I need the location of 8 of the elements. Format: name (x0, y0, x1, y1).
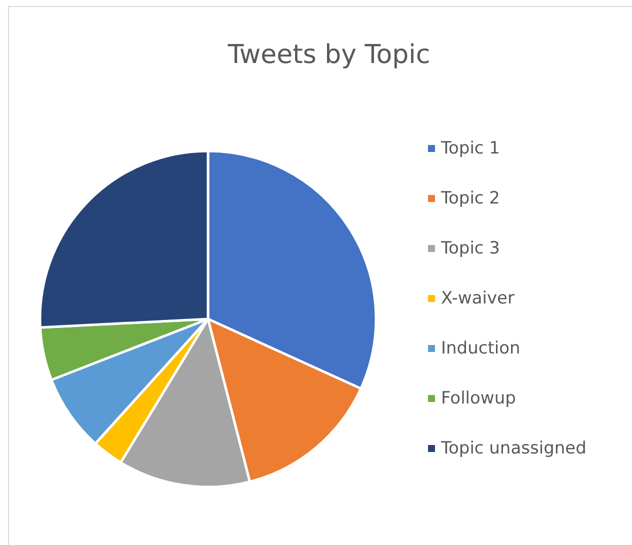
legend-label: X-waiver (441, 288, 514, 308)
legend-label: Topic 1 (440, 138, 500, 158)
chart-title: Tweets by Topic (226, 40, 430, 70)
legend-label: Induction (441, 338, 520, 358)
legend-label: Topic unassigned (440, 438, 586, 458)
legend-label: Topic 3 (440, 238, 500, 258)
legend-label: Followup (441, 388, 516, 408)
legend-label: Topic 2 (440, 188, 500, 208)
